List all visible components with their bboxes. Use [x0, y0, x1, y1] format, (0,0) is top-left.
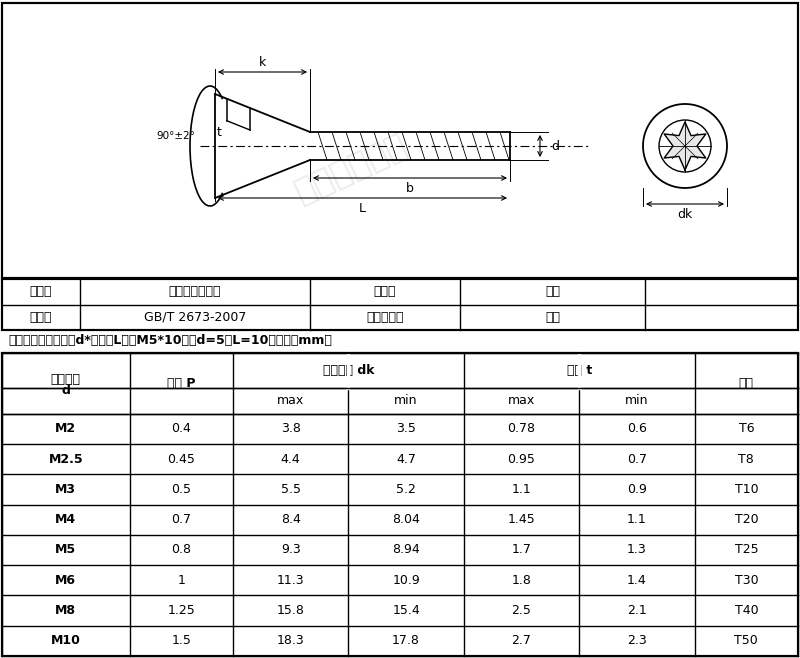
Bar [2, 279, 798, 330]
Text: d: d [62, 384, 70, 397]
Text: 公称直径: 公称直径 [51, 373, 81, 386]
Text: 0.45: 0.45 [167, 453, 195, 466]
Text: 1.7: 1.7 [511, 544, 531, 557]
Text: 2.5: 2.5 [511, 604, 531, 617]
Text: 8.4: 8.4 [281, 513, 301, 526]
Text: 1.1: 1.1 [627, 513, 647, 526]
Text: k: k [259, 55, 266, 68]
Text: 15.8: 15.8 [277, 604, 305, 617]
Bar [2, 3, 798, 278]
Text: 2.7: 2.7 [511, 634, 531, 647]
Text: 8.94: 8.94 [392, 544, 420, 557]
Text: dk: dk [678, 207, 693, 220]
Text: M2.5: M2.5 [49, 453, 83, 466]
Text: 槽号: 槽号 [739, 377, 754, 390]
Text: 5.5: 5.5 [281, 483, 301, 496]
Text: 9.3: 9.3 [281, 544, 301, 557]
Text: 17.8: 17.8 [392, 634, 420, 647]
Text: 1.8: 1.8 [511, 574, 531, 587]
Text: M8: M8 [55, 604, 76, 617]
Text: min: min [626, 394, 649, 407]
Polygon shape [664, 122, 706, 170]
Bar [2, 279, 798, 330]
Text: L: L [359, 203, 366, 216]
Text: 碳钢: 碳钢 [545, 286, 560, 298]
Text: 0.5: 0.5 [171, 483, 191, 496]
Text: T8: T8 [738, 453, 754, 466]
Text: 1.45: 1.45 [508, 513, 535, 526]
Text: 表面处理：: 表面处理： [366, 311, 404, 324]
Text: GB/T 2673-2007: GB/T 2673-2007 [144, 311, 246, 324]
Text: T50: T50 [734, 634, 758, 647]
Text: 8.04: 8.04 [392, 513, 420, 526]
Text: 10.9: 10.9 [392, 574, 420, 587]
Text: 3.5: 3.5 [396, 422, 416, 435]
Text: 标准：: 标准： [30, 311, 52, 324]
Text: 2.3: 2.3 [627, 634, 647, 647]
Text: 0.95: 0.95 [507, 453, 535, 466]
Text: 1.4: 1.4 [627, 574, 647, 587]
Polygon shape [215, 94, 310, 198]
Text: 0.6: 0.6 [627, 422, 647, 435]
Text: 0.8: 0.8 [171, 544, 191, 557]
Text: 1: 1 [178, 574, 185, 587]
Text: 梅花槽沉头螺钉: 梅花槽沉头螺钉 [169, 286, 222, 298]
Text: T10: T10 [734, 483, 758, 496]
Text: 镀锌: 镀锌 [545, 311, 560, 324]
Text: 1.3: 1.3 [627, 544, 647, 557]
Text: 头部直径 dk: 头部直径 dk [322, 364, 374, 377]
Text: 螺距 P: 螺距 P [167, 377, 195, 390]
Text: M10: M10 [51, 634, 81, 647]
Text: 1.25: 1.25 [167, 604, 195, 617]
Text: 0.7: 0.7 [627, 453, 647, 466]
Text: t: t [217, 126, 222, 139]
Text: M6: M6 [55, 574, 76, 587]
Text: max: max [508, 394, 535, 407]
Text: 品名：: 品名： [30, 286, 52, 298]
Text: 18.3: 18.3 [277, 634, 305, 647]
Bar [2, 353, 798, 656]
Text: min: min [394, 394, 418, 407]
Text: 槽深 t: 槽深 t [566, 364, 592, 377]
Text: 0.4: 0.4 [171, 422, 191, 435]
Text: 4.4: 4.4 [281, 453, 301, 466]
Text: 11.3: 11.3 [277, 574, 305, 587]
Text: 东莞一成精密: 东莞一成精密 [289, 128, 411, 209]
Text: M5: M5 [55, 544, 76, 557]
Text: 0.9: 0.9 [627, 483, 647, 496]
Text: 材质：: 材质： [374, 286, 396, 298]
Text: 15.4: 15.4 [392, 604, 420, 617]
Text: T25: T25 [734, 544, 758, 557]
Text: 1.1: 1.1 [512, 483, 531, 496]
Text: 2.1: 2.1 [627, 604, 647, 617]
Text: T40: T40 [734, 604, 758, 617]
Text: T30: T30 [734, 574, 758, 587]
Text: 0.78: 0.78 [507, 422, 535, 435]
Polygon shape [310, 132, 510, 160]
Text: 1.5: 1.5 [171, 634, 191, 647]
Text: max: max [277, 394, 304, 407]
Text: 尺寸标示：螺纹直径d*总长度L，如M5*10，即d=5，L=10（单位：mm）: 尺寸标示：螺纹直径d*总长度L，如M5*10，即d=5，L=10（单位：mm） [8, 334, 332, 347]
Text: 3.8: 3.8 [281, 422, 301, 435]
Text: 0.7: 0.7 [171, 513, 191, 526]
Text: b: b [406, 182, 414, 195]
Text: T6: T6 [738, 422, 754, 435]
Text: T20: T20 [734, 513, 758, 526]
Bar [2, 3, 798, 278]
Text: M4: M4 [55, 513, 76, 526]
Text: 90°±2°: 90°±2° [156, 131, 195, 141]
Text: M2: M2 [55, 422, 76, 435]
Text: 5.2: 5.2 [396, 483, 416, 496]
Bar [2, 353, 798, 656]
Text: d: d [551, 139, 559, 153]
Text: 4.7: 4.7 [396, 453, 416, 466]
Text: M3: M3 [55, 483, 76, 496]
